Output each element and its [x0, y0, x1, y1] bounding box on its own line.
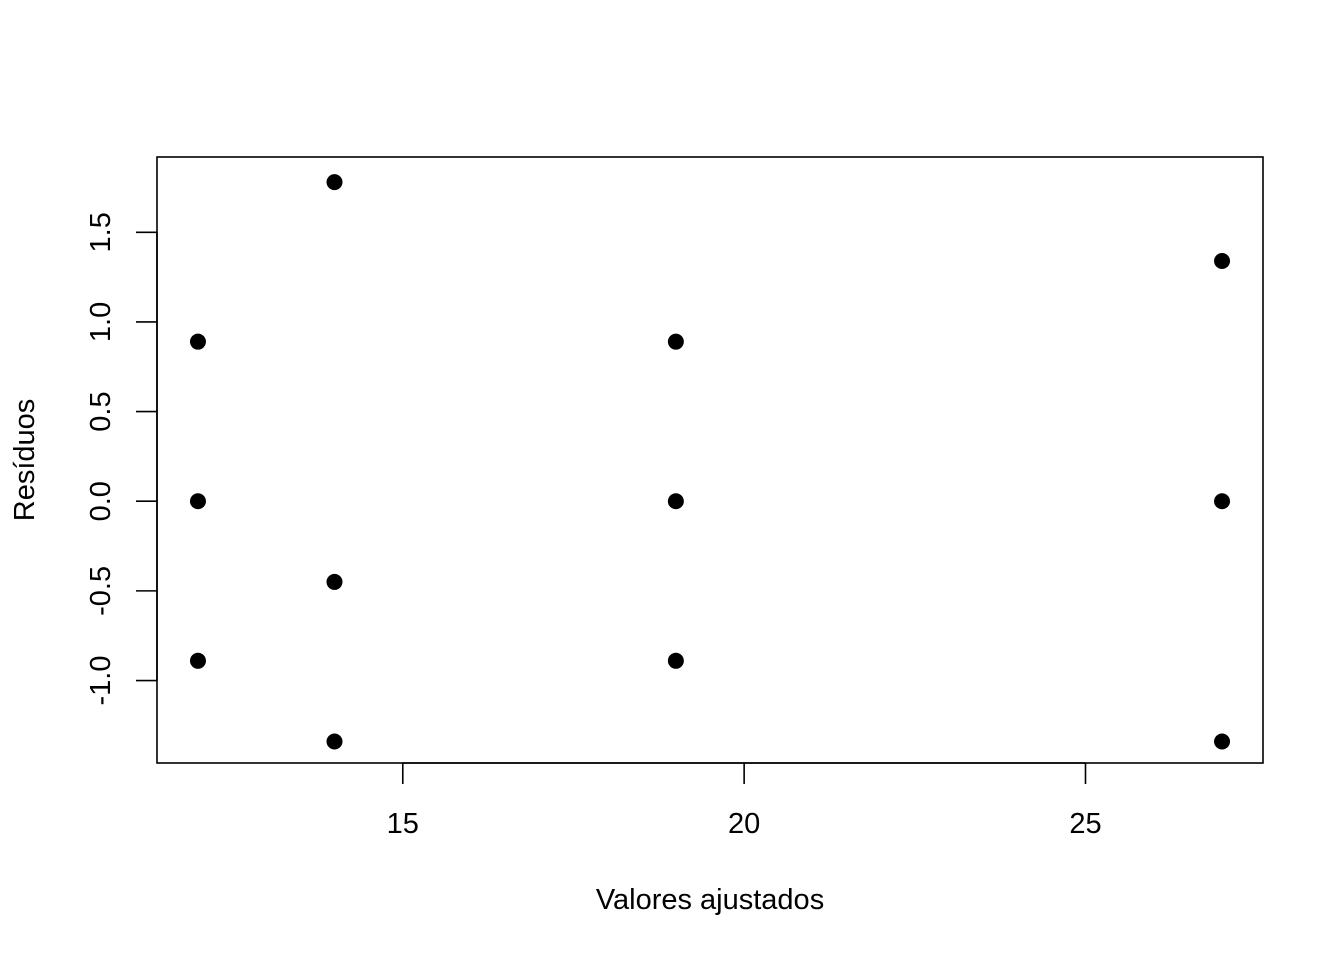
- data-point: [1214, 493, 1231, 510]
- data-point: [189, 333, 206, 350]
- data-point: [667, 333, 684, 350]
- data-point: [326, 573, 343, 590]
- y-tick-label: 1.5: [85, 212, 117, 252]
- data-point: [189, 493, 206, 510]
- x-tick-label: 20: [728, 808, 760, 840]
- data-point: [667, 652, 684, 669]
- data-point: [326, 733, 343, 750]
- y-tick-label: -0.5: [85, 566, 117, 616]
- data-point: [1214, 252, 1231, 269]
- plot-frame: [156, 156, 1264, 764]
- data-point: [667, 493, 684, 510]
- data-point: [189, 652, 206, 669]
- y-axis-label: Resíduos: [9, 399, 41, 522]
- x-tick-label: 15: [387, 808, 419, 840]
- data-point: [1214, 733, 1231, 750]
- y-tick-label: 0.5: [85, 391, 117, 431]
- y-tick-label: 1.0: [85, 302, 117, 342]
- y-tick-label: 0.0: [85, 481, 117, 521]
- x-axis: 15 20 25: [387, 762, 1102, 840]
- data-point: [326, 174, 343, 191]
- data-points: [189, 174, 1231, 750]
- x-axis-label: Valores ajustados: [596, 884, 824, 916]
- x-tick-label: 25: [1069, 808, 1101, 840]
- y-axis: -1.0 -0.5 0.0 0.5 1.0 1.5: [85, 212, 158, 706]
- y-tick-label: -1.0: [85, 656, 117, 706]
